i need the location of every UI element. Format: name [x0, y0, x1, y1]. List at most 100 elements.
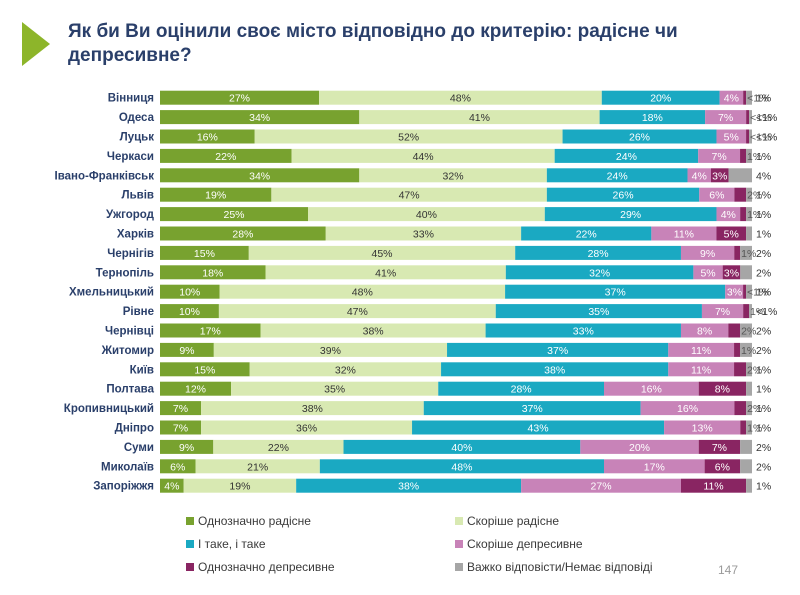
- bar-segment: [201, 420, 413, 435]
- data-label: 16%: [197, 132, 218, 144]
- bar-segment: [746, 362, 752, 377]
- bar-segment: [231, 381, 439, 396]
- data-label: 22%: [268, 442, 289, 454]
- data-label: 27%: [229, 93, 250, 105]
- bar-segment: [693, 265, 723, 280]
- data-label: 5%: [724, 229, 739, 241]
- data-label: 9%: [179, 345, 194, 357]
- data-label: 4%: [756, 170, 771, 182]
- data-label: 19%: [229, 481, 250, 493]
- data-label: 16%: [677, 403, 698, 415]
- data-label: 7%: [173, 403, 188, 415]
- category-label: Київ: [130, 364, 154, 376]
- category-label: Ужгород: [106, 209, 155, 221]
- bar-segment: [604, 381, 699, 396]
- data-label: 27%: [591, 481, 612, 493]
- category-label: Тернопіль: [96, 267, 154, 279]
- category-label: Дніпро: [115, 423, 154, 435]
- bar-segment: [728, 323, 741, 338]
- data-label: 1%: [756, 364, 771, 376]
- data-label: 6%: [709, 190, 724, 202]
- bar-segment: [359, 110, 600, 125]
- legend-label: Важко відповісти/Немає відповіді: [467, 560, 653, 574]
- data-label: 15%: [194, 364, 215, 376]
- bar-segment: [544, 207, 717, 222]
- data-label: 1%: [756, 384, 771, 396]
- bar-segment: [680, 323, 729, 338]
- bar-segment: [705, 110, 747, 125]
- bar-segment: [160, 304, 219, 319]
- data-label: 48%: [450, 93, 471, 105]
- data-label: <1%: [747, 93, 768, 105]
- bar-segment: [521, 226, 652, 241]
- category-label: Хмельницький: [69, 287, 154, 299]
- category-label: Чернігів: [107, 248, 154, 260]
- data-label: 29%: [620, 209, 641, 221]
- data-label: 1%: [756, 287, 771, 299]
- data-label: 34%: [249, 170, 270, 182]
- title-triangle-icon: [22, 22, 50, 66]
- bar-segment: [412, 420, 665, 435]
- data-label: 10%: [179, 287, 200, 299]
- bar-segment: [160, 478, 184, 493]
- bar-segment: [719, 90, 744, 105]
- data-label: 18%: [202, 267, 223, 279]
- data-label: 12%: [185, 384, 206, 396]
- bar-segment: [734, 401, 747, 416]
- data-label: 8%: [715, 384, 730, 396]
- bar-segment: [746, 148, 752, 163]
- bar-segment: [554, 148, 699, 163]
- bar-segment: [728, 168, 752, 183]
- data-label: 11%: [691, 345, 711, 357]
- bar-segment: [160, 90, 320, 105]
- data-label: 2%: [756, 248, 771, 260]
- bar-segment: [515, 245, 681, 260]
- bar-segment: [734, 342, 741, 357]
- bar-segment: [749, 129, 752, 144]
- bar-segment: [546, 168, 688, 183]
- data-label: 1%: [741, 345, 756, 357]
- data-label: 1%: [741, 248, 756, 260]
- data-label: 1%: [747, 151, 762, 163]
- bar-segment: [183, 478, 297, 493]
- bar-segment: [740, 420, 747, 435]
- bar-segment: [746, 187, 752, 202]
- bar-segment: [505, 265, 694, 280]
- bar-segment: [704, 459, 741, 474]
- data-label: <1%: [750, 112, 771, 124]
- legend-swatch: [186, 540, 194, 548]
- data-label: <1%: [756, 132, 777, 144]
- bar-segment: [485, 323, 681, 338]
- data-label: <1%: [747, 287, 768, 299]
- bar-segment: [505, 284, 726, 299]
- bar-segment: [601, 90, 720, 105]
- data-label: 45%: [371, 248, 392, 260]
- data-label: 3%: [724, 267, 739, 279]
- bar-segment: [423, 401, 641, 416]
- bar-segment: [291, 148, 555, 163]
- legend-label: Скоріше депресивне: [467, 537, 583, 551]
- data-label: 20%: [650, 93, 671, 105]
- data-label: 18%: [642, 112, 663, 124]
- legend-swatch: [186, 517, 194, 525]
- data-label: 9%: [700, 248, 715, 260]
- data-label: 37%: [547, 345, 568, 357]
- data-label: 1%: [756, 190, 771, 202]
- data-label: 33%: [573, 326, 594, 338]
- bar-segment: [160, 342, 214, 357]
- data-label: 40%: [416, 209, 437, 221]
- data-label: 2%: [747, 190, 762, 202]
- data-label: 1%: [756, 403, 771, 415]
- category-label: Полтава: [106, 384, 154, 396]
- bar-segment: [160, 401, 202, 416]
- data-label: 7%: [712, 151, 727, 163]
- bar-segment: [160, 362, 250, 377]
- bar-segment: [319, 459, 604, 474]
- category-label: Черкаси: [107, 151, 154, 163]
- bar-segment: [687, 168, 711, 183]
- data-label: 11%: [691, 364, 711, 376]
- data-label: 26%: [613, 190, 634, 202]
- data-label: 1%: [756, 151, 771, 163]
- bar-segment: [160, 265, 266, 280]
